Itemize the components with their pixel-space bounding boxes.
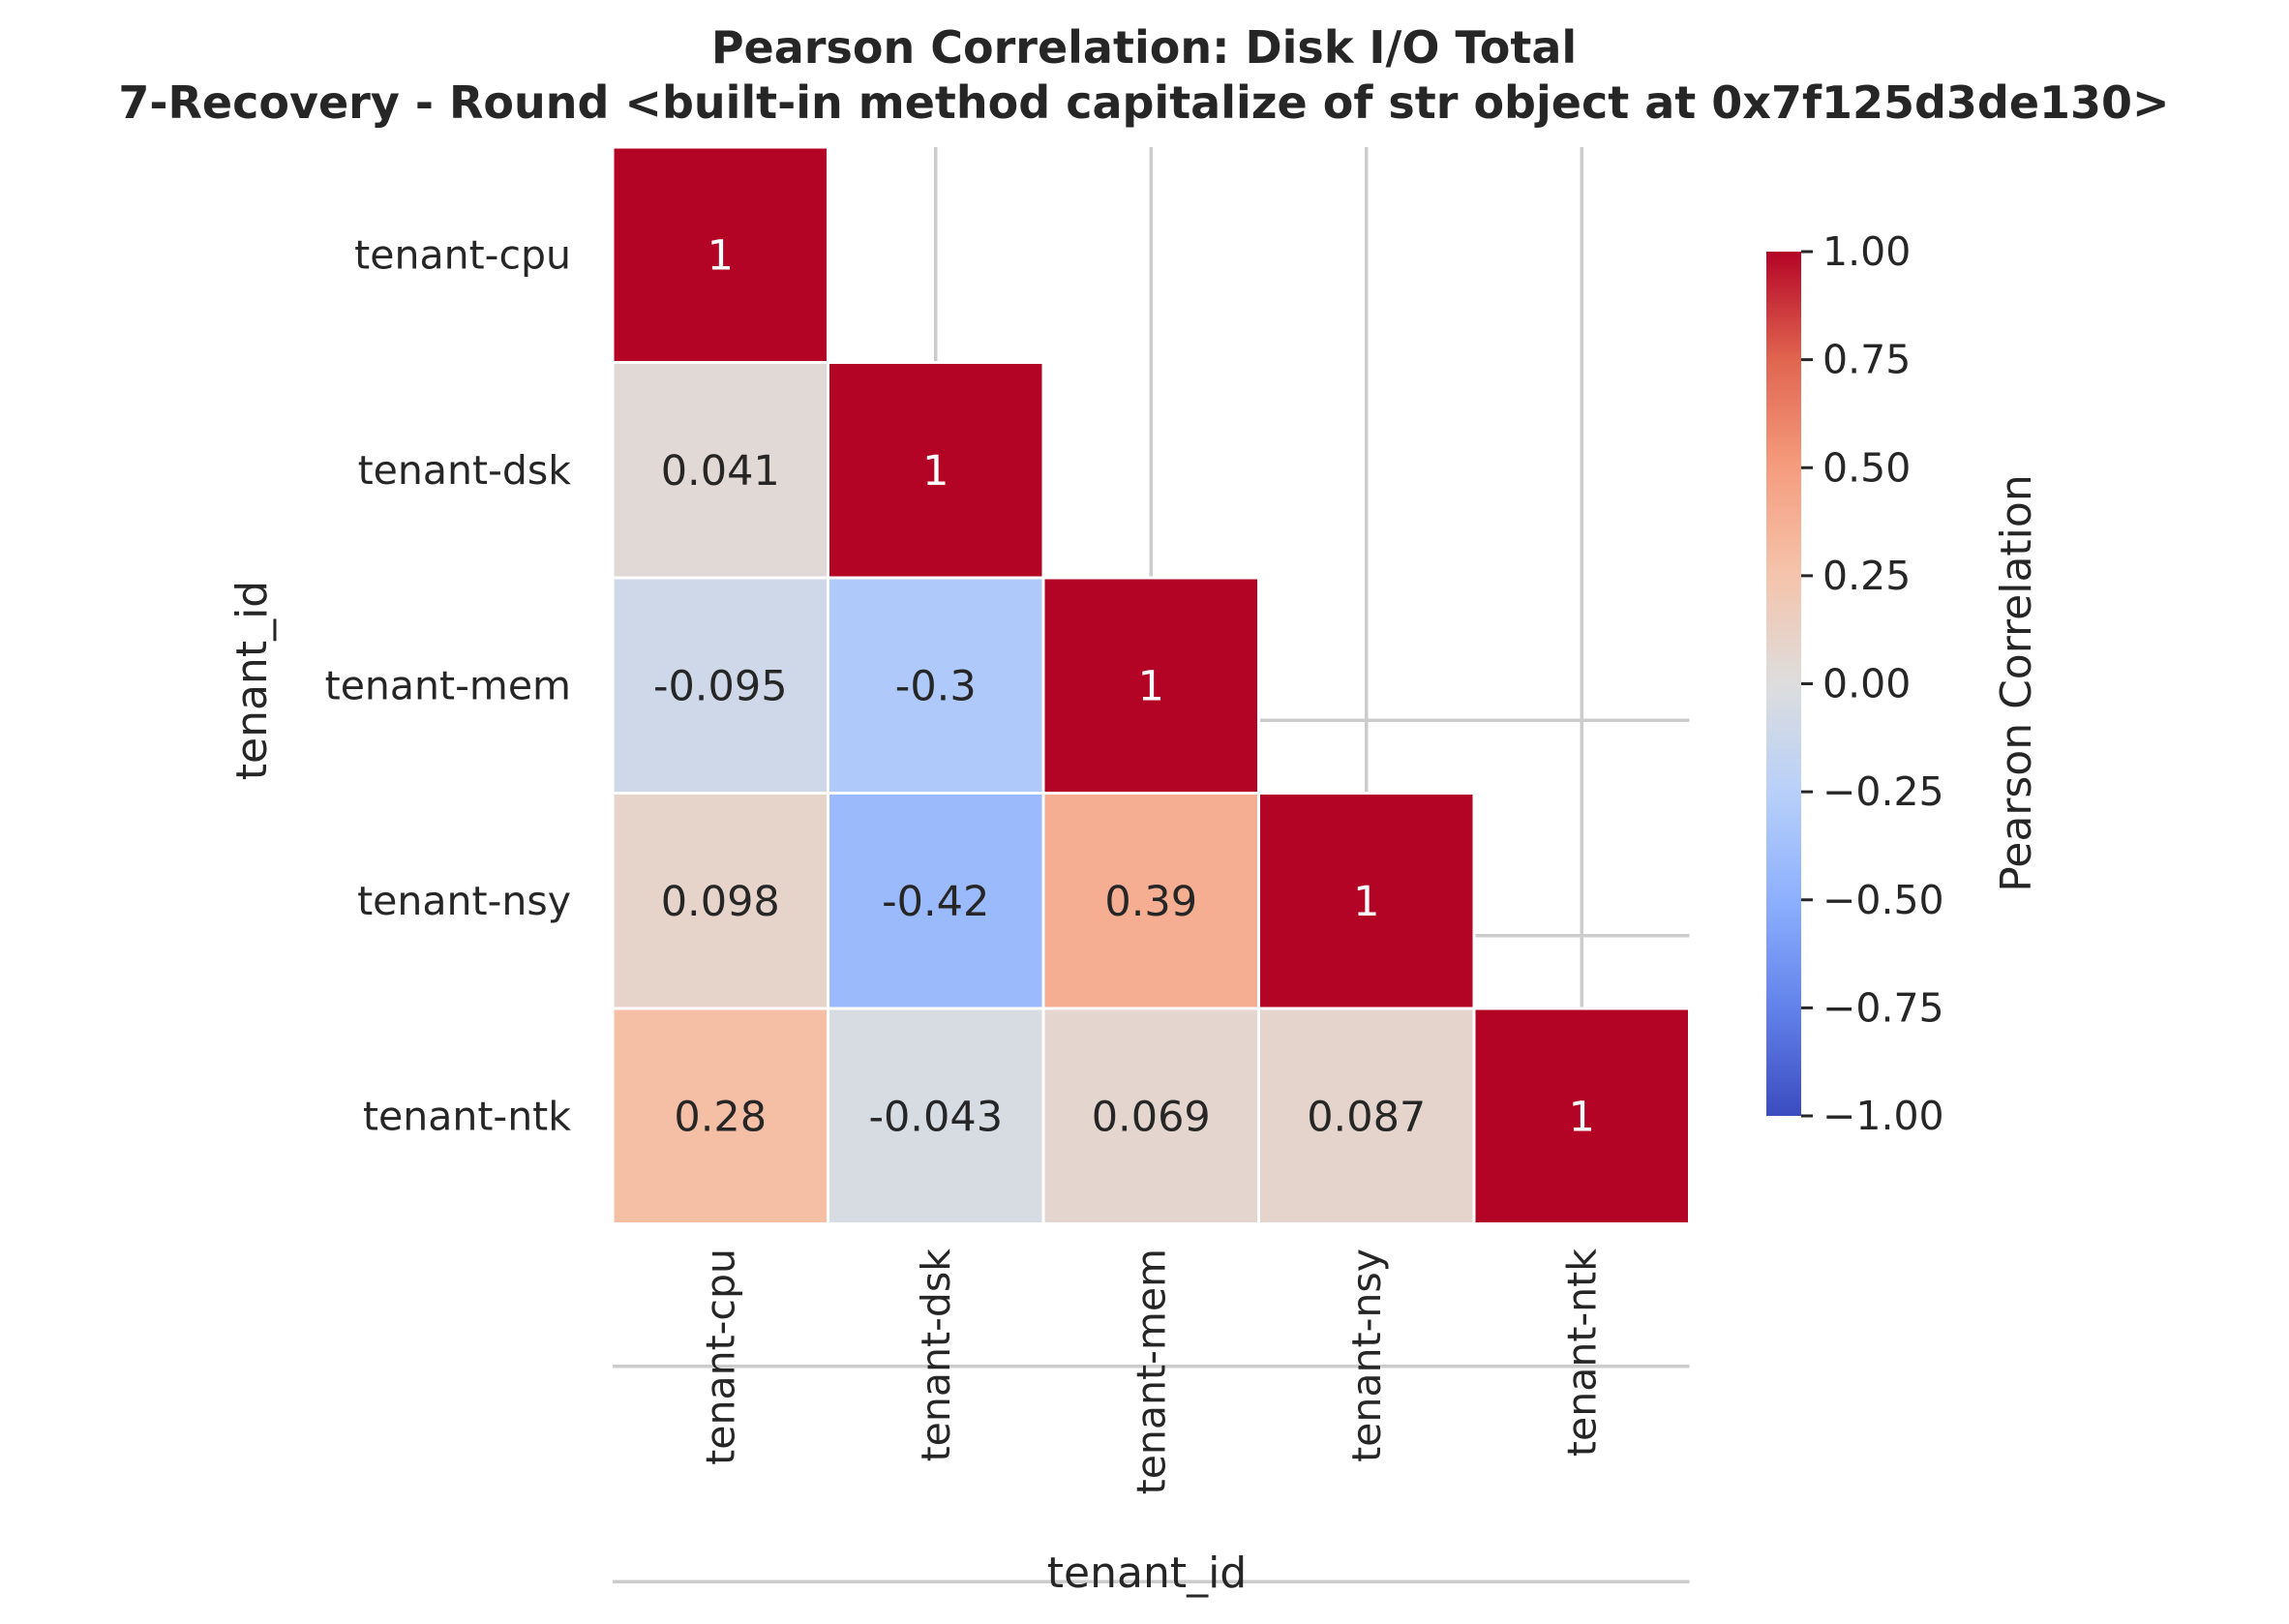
cell-value-label: 1 (1138, 662, 1164, 710)
heatmap-cell (1257, 1007, 1476, 1225)
x-tick-label: tenant-ntk (1558, 1248, 1605, 1457)
cell-value-label: 0.28 (674, 1093, 767, 1141)
x-tick-label: tenant-mem (1128, 1248, 1174, 1494)
heatmap-cell (827, 576, 1045, 795)
cell-value-label: -0.095 (653, 662, 788, 710)
cell-value-label: 1 (708, 231, 734, 280)
colorbar-gradient (1766, 252, 1801, 1116)
chart-title: Pearson Correlation: Disk I/O Total (711, 21, 1577, 74)
colorbar-tick-label: 0.25 (1822, 553, 1911, 599)
cell-value-label: 0.087 (1307, 1093, 1426, 1141)
heatmap-cells: 1 0.041 1 -0.095 -0.3 1 0.098 -0.42 0.39 1 0.28 -0.… (611, 145, 1691, 1225)
heatmap-cell (1472, 1007, 1691, 1225)
y-tick-labels: tenant-cpu tenant-dsk tenant-mem tenant-nsy… (325, 231, 572, 1139)
y-tick-label: tenant-cpu (354, 231, 571, 278)
heatmap-cell (611, 576, 829, 795)
colorbar-label: Pearson Correlation (1992, 474, 2041, 891)
heatmap-cell (611, 361, 829, 580)
x-tick-label: tenant-cpu (697, 1248, 743, 1465)
colorbar-tick-label: 0.00 (1822, 661, 1911, 707)
colorbar: 1.00 0.75 0.50 0.25 0.00 −0.25 −0.50 −0.75 −1.00… (1766, 228, 2041, 1139)
x-axis-label: tenant_id (1047, 1549, 1247, 1598)
y-tick-label: tenant-mem (325, 662, 571, 708)
cell-value-label: 0.39 (1104, 878, 1197, 926)
y-axis-label: tenant_id (227, 581, 277, 780)
chart-subtitle: 7-Recovery - Round <built-in method capi… (118, 76, 2169, 129)
colorbar-tick-label: 0.50 (1822, 444, 1911, 491)
x-tick-label: tenant-dsk (913, 1248, 959, 1462)
x-tick-label: tenant-nsy (1343, 1248, 1390, 1462)
cell-value-label: 1 (1353, 878, 1379, 926)
y-tick-label: tenant-ntk (363, 1093, 571, 1139)
heatmap-cell (1041, 576, 1260, 795)
colorbar-tick-label: −1.00 (1822, 1093, 1944, 1139)
heatmap-cell (611, 145, 829, 364)
colorbar-tick-label: 0.75 (1822, 337, 1911, 383)
heatmap-cell (1041, 1007, 1260, 1225)
cell-value-label: 0.069 (1092, 1093, 1211, 1141)
colorbar-tick-label: 1.00 (1822, 228, 1911, 275)
colorbar-tick-label: −0.50 (1822, 877, 1944, 923)
heatmap-cell (1041, 792, 1260, 1010)
cell-value-label: -0.42 (882, 878, 989, 926)
heatmap-cell (827, 1007, 1045, 1225)
cell-value-label: 0.041 (661, 447, 780, 496)
cell-value-label: -0.3 (895, 662, 977, 710)
y-tick-label: tenant-dsk (358, 447, 572, 494)
colorbar-tick-label: −0.75 (1822, 984, 1944, 1031)
colorbar-ticks: 1.00 0.75 0.50 0.25 0.00 −0.25 −0.50 −0.75 −1.00 (1801, 228, 1944, 1139)
heatmap-cell (611, 792, 829, 1010)
x-tick-labels: tenant-cpu tenant-dsk tenant-mem tenant-nsy… (697, 1248, 1605, 1495)
cell-value-label: 1 (922, 447, 949, 496)
heatmap-cell (1257, 792, 1476, 1010)
y-tick-label: tenant-nsy (357, 878, 571, 924)
colorbar-tick-label: −0.25 (1822, 768, 1944, 815)
cell-value-label: 0.098 (661, 878, 780, 926)
cell-value-label: -0.043 (868, 1093, 1003, 1141)
heatmap-cell (611, 1007, 829, 1225)
cell-value-label: 1 (1569, 1093, 1595, 1141)
